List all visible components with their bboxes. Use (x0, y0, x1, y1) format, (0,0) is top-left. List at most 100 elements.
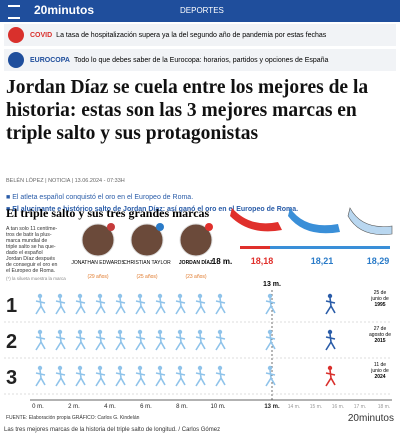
athlete-silhouette (115, 297, 126, 315)
athlete-silhouette (75, 297, 86, 315)
mark-start: 18 m. (212, 257, 232, 266)
athlete-silhouette (265, 369, 276, 387)
alert-icon (8, 27, 24, 43)
row-date: 27 de (374, 326, 387, 332)
athlete-silhouette (135, 369, 146, 387)
axis-label: 16 m. (332, 404, 345, 410)
athlete-silhouette (265, 333, 276, 351)
athlete-silhouette-head (117, 365, 123, 371)
axis-label: 0 m. (32, 404, 44, 410)
source: FUENTE: Elaboración propia GRÁFICO: Carl… (6, 414, 140, 421)
athlete-silhouette-head (117, 329, 123, 335)
athlete-silhouette-head (327, 293, 333, 299)
mark: 18,29 (367, 256, 390, 266)
axis-label: 15 m. (310, 404, 323, 410)
top-mark: 13 m. (263, 281, 281, 288)
athlete-silhouette (55, 297, 66, 315)
athlete-silhouette-head (177, 365, 183, 371)
axis-label: 8 m. (176, 404, 188, 410)
shoe (230, 208, 282, 232)
athlete-silhouette-head (197, 329, 203, 335)
intro-line: Jordan Díaz después (6, 256, 55, 262)
shoe (347, 207, 393, 235)
row-date: 25 de (374, 290, 387, 296)
row-date: junio de (370, 296, 389, 302)
flag (107, 223, 115, 231)
bullet-text: El alucinante e histórico salto de Jorda… (12, 206, 299, 213)
note: (*) la silueta muestra la marca (6, 276, 66, 281)
athlete-name: JORDAN DÍAZ (179, 258, 213, 266)
athlete-silhouette (325, 333, 336, 351)
alert-icon (8, 52, 24, 68)
athlete-silhouette-head (267, 293, 273, 299)
intro-line: de conseguir el oro en (6, 262, 57, 268)
athlete-silhouette (155, 333, 166, 351)
athlete-silhouette-head (37, 329, 43, 335)
alert[interactable]: EUROCOPA Todo lo que debes saber de la Eu… (4, 49, 396, 71)
athlete-silhouette-head (137, 365, 143, 371)
athlete-silhouette-head (267, 365, 273, 371)
athlete-silhouette-head (57, 329, 63, 335)
intro-line: triple salto se ha que- (6, 244, 56, 250)
axis-label: 4 m. (104, 404, 116, 410)
shoe (288, 208, 340, 234)
athlete-silhouette (35, 369, 46, 387)
alert-text: La tasa de hospitalización supera ya la … (56, 31, 327, 39)
athlete-silhouette (265, 297, 276, 315)
flag (156, 223, 164, 231)
athlete-silhouette (195, 369, 206, 387)
athlete-silhouette-head (197, 365, 203, 371)
athlete-silhouette (75, 369, 86, 387)
athlete-silhouette-head (37, 365, 43, 371)
athlete-age: (23 años) (185, 274, 206, 280)
athlete-silhouette-head (177, 293, 183, 299)
athlete-silhouette-head (57, 293, 63, 299)
bullet[interactable]: ■ El alucinante e histórico salto de Jor… (6, 206, 299, 213)
row-date: 2015 (374, 338, 385, 344)
athlete-silhouette (175, 333, 186, 351)
athlete-silhouette (115, 333, 126, 351)
row-date: 1995 (374, 302, 385, 308)
distance-bar (240, 246, 390, 249)
logo[interactable]: 20minutos (34, 3, 95, 17)
alert-text: Todo lo que debes saber de la Eurocopa: … (73, 56, 329, 64)
athlete-silhouette (155, 369, 166, 387)
athlete-photo (81, 223, 115, 257)
athlete-silhouette-head (97, 329, 103, 335)
athlete-silhouette (195, 333, 206, 351)
row-date: junio de (370, 368, 389, 374)
athlete-silhouette (95, 369, 106, 387)
row-date: 2024 (374, 374, 385, 380)
mark: 18,18 (251, 256, 274, 266)
alert[interactable]: COVID La tasa de hospitalización supera y… (4, 24, 396, 46)
section[interactable]: DEPORTES (180, 6, 224, 15)
athlete-silhouette-head (57, 365, 63, 371)
athlete-photo (179, 223, 213, 257)
athlete-silhouette (325, 297, 336, 315)
axis-label: 6 m. (140, 404, 152, 410)
header: 20minutos DEPORTES (0, 0, 400, 22)
athlete-silhouette-head (217, 329, 223, 335)
row-date: 11 de (374, 362, 386, 368)
athlete-name: JONATHAN EDWARDS (71, 260, 125, 266)
athlete-silhouette-head (157, 329, 163, 335)
athlete-silhouette-head (217, 365, 223, 371)
athlete-silhouette-head (157, 365, 163, 371)
alert-tag: EUROCOPA (30, 56, 70, 64)
menu-icon[interactable] (8, 5, 20, 19)
athlete-silhouette-head (137, 329, 143, 335)
distance-bar (240, 246, 270, 249)
athlete-silhouette (55, 369, 66, 387)
athlete-silhouette-head (177, 329, 183, 335)
bullet[interactable]: ■ El atleta español conquistó el oro en … (6, 194, 194, 201)
athlete-silhouette-head (97, 293, 103, 299)
athlete-silhouette-head (117, 293, 123, 299)
row-number: 3 (6, 367, 17, 389)
athlete-silhouette (175, 297, 186, 315)
athlete-silhouette-head (217, 293, 223, 299)
axis-label: 2 m. (68, 404, 80, 410)
athlete-silhouette-head (197, 293, 203, 299)
graphic-title: El triple salto y sus tres grandes marca… (6, 206, 210, 220)
